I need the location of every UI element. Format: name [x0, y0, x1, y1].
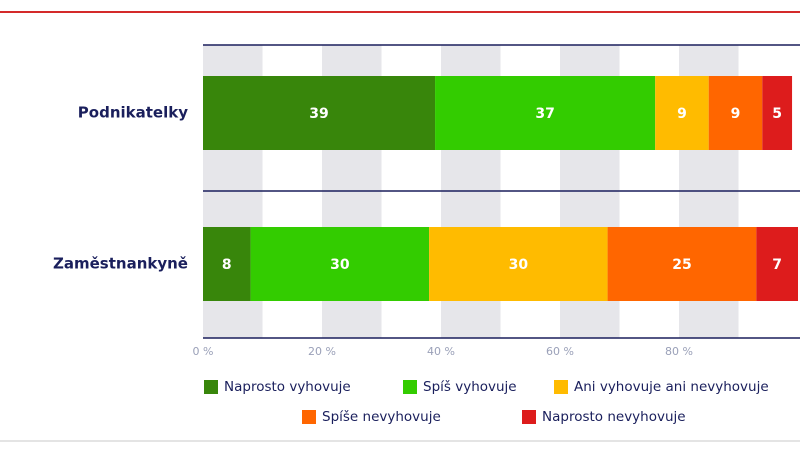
bar-segment	[607, 227, 757, 301]
legend-swatch	[204, 380, 218, 394]
legend-label: Naprosto vyhovuje	[224, 379, 351, 395]
value-label: 5	[772, 106, 782, 122]
legend-swatch	[403, 380, 417, 394]
x-tick-label: 80 %	[665, 345, 693, 358]
x-tick-label: 60 %	[546, 345, 574, 358]
bar-segment	[708, 76, 763, 150]
legend-swatch	[302, 410, 316, 424]
value-label: 9	[677, 106, 687, 122]
x-tick-label: 40 %	[427, 345, 455, 358]
x-tick-label: 0 %	[193, 345, 214, 358]
category-label: Podnikatelky	[78, 104, 188, 122]
category-label: Zaměstnankyně	[53, 255, 188, 273]
value-label: 9	[731, 106, 741, 122]
bar-segment	[435, 76, 656, 150]
value-label: 30	[509, 257, 529, 273]
bar-segment	[655, 76, 709, 150]
value-label: 39	[309, 106, 328, 122]
bar-segment	[250, 227, 430, 301]
value-label: 7	[772, 257, 782, 273]
legend-swatch	[522, 410, 536, 424]
legend-label: Ani vyhovuje ani nevyhovuje	[574, 379, 769, 395]
legend-label: Spíš vyhovuje	[423, 379, 517, 395]
value-label: 37	[535, 106, 554, 122]
legend-label: Naprosto nevyhovuje	[542, 409, 686, 425]
bar-segment	[203, 76, 436, 150]
x-tick-label: 20 %	[308, 345, 336, 358]
bar-segment	[203, 227, 251, 301]
bar-segment	[762, 76, 793, 150]
value-label: 30	[330, 257, 350, 273]
value-label: 8	[222, 257, 232, 273]
bar-segment	[756, 227, 798, 301]
value-label: 25	[672, 257, 691, 273]
bar-segment	[429, 227, 608, 301]
legend-label: Spíše nevyhovuje	[322, 409, 441, 425]
legend-swatch	[554, 380, 568, 394]
